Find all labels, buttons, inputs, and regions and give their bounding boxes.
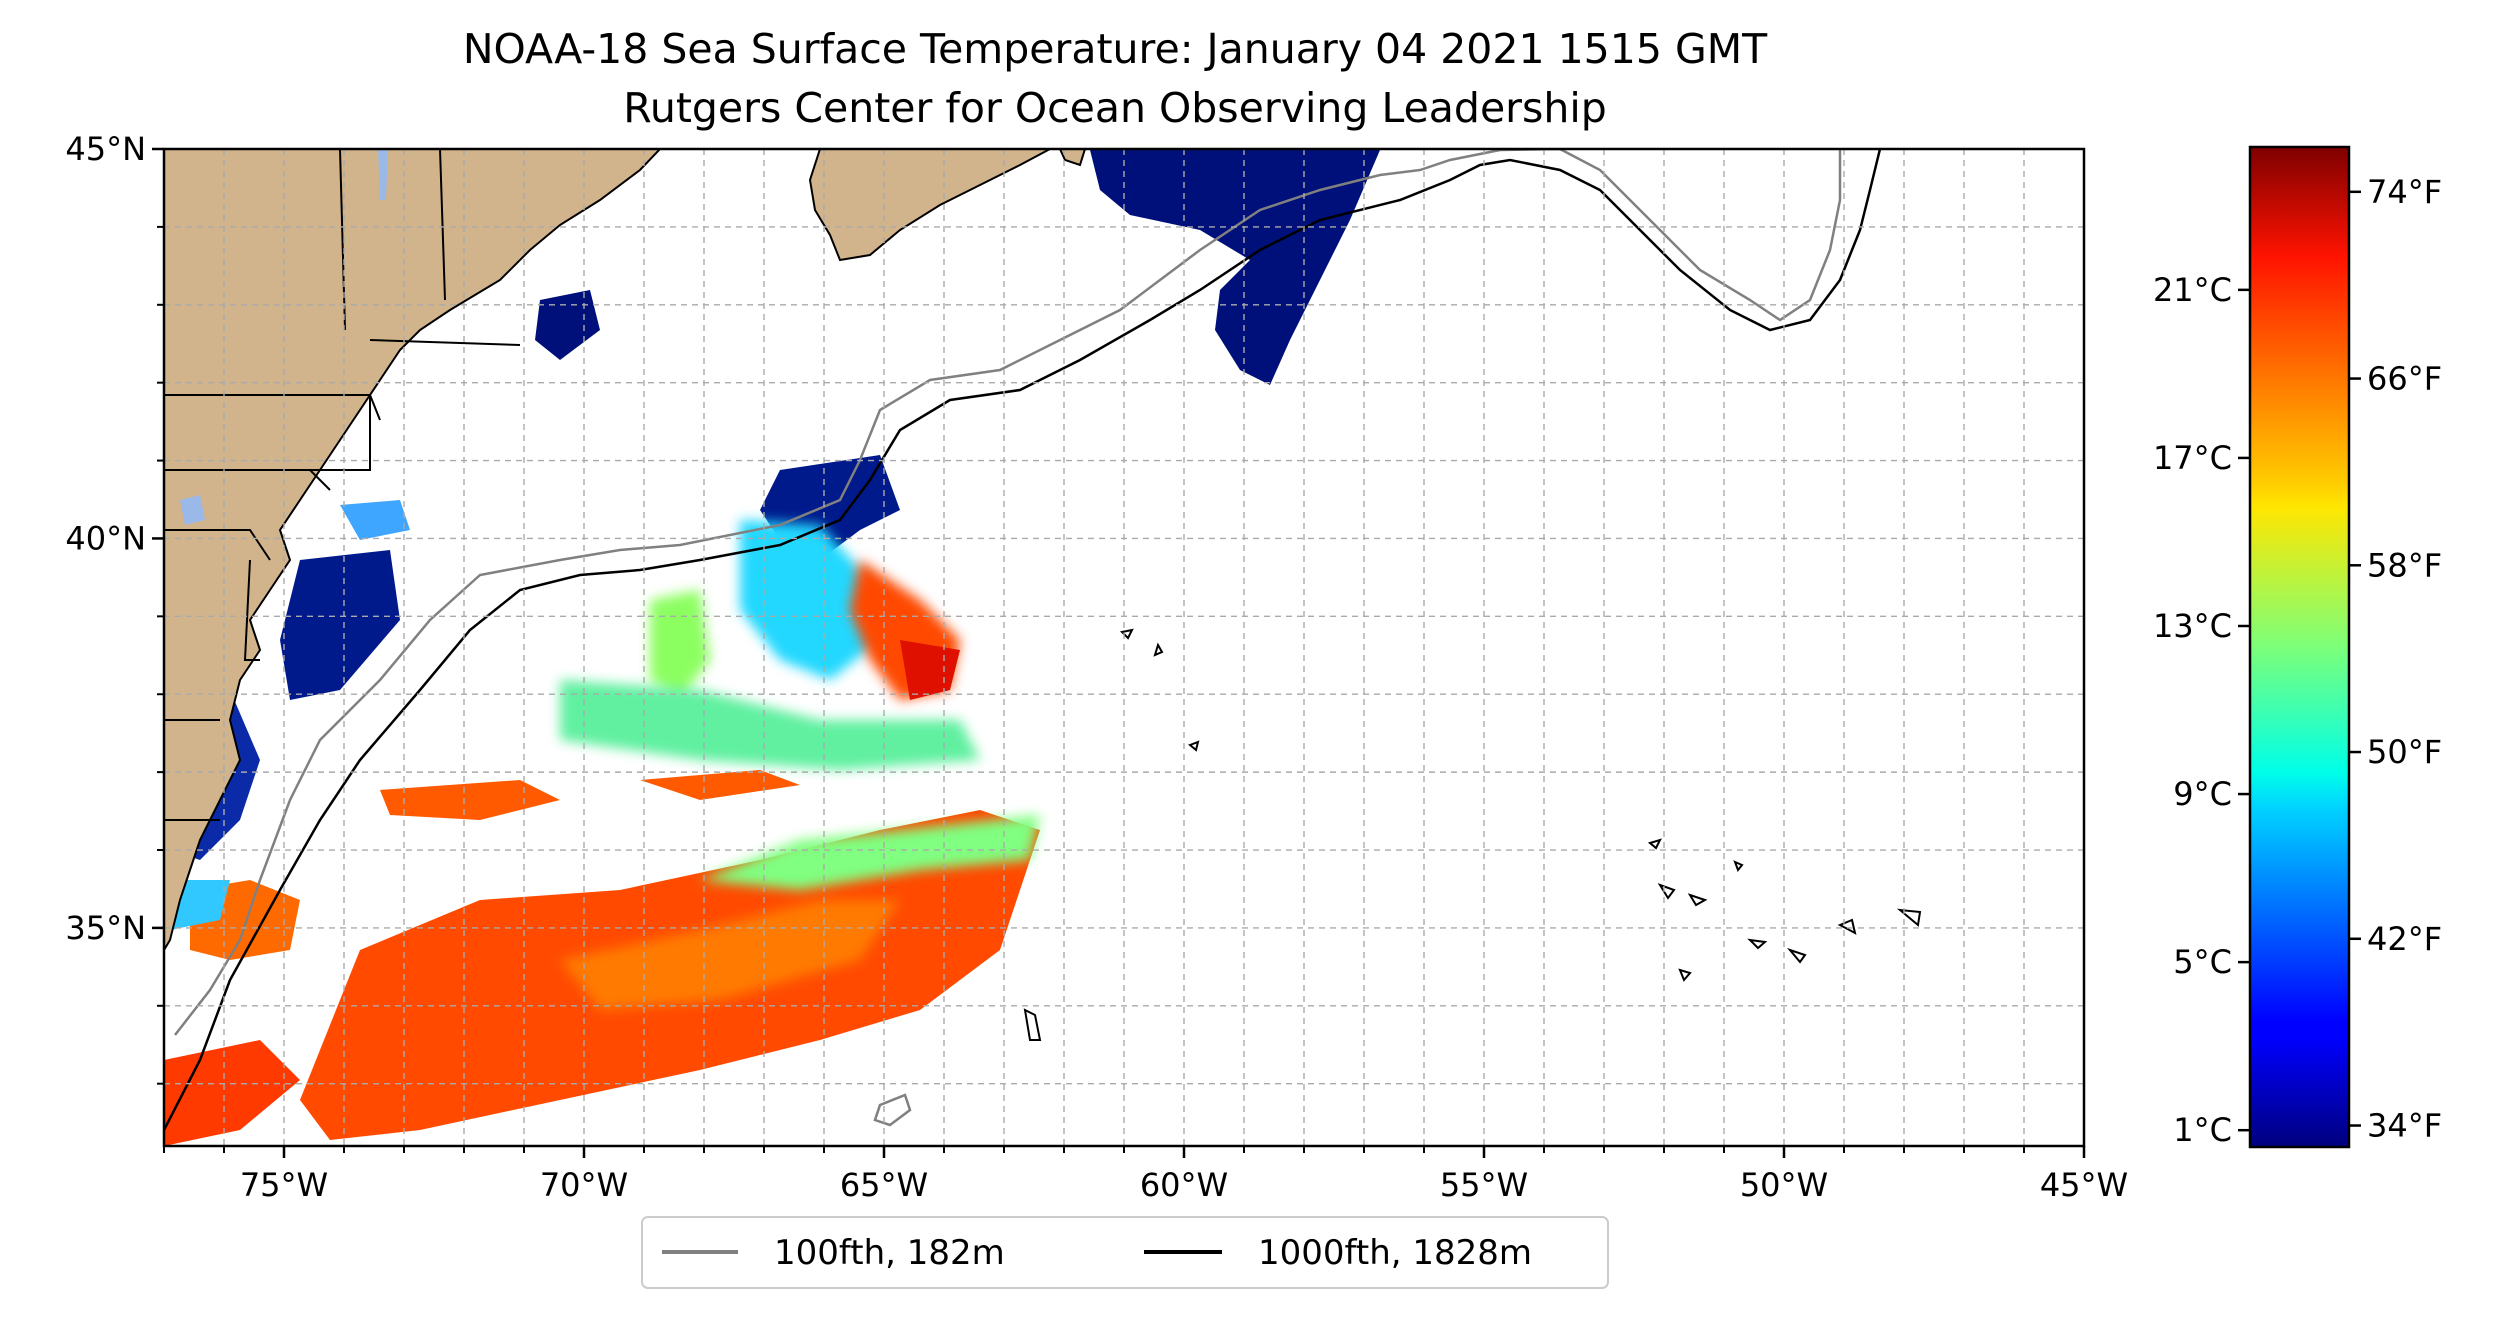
sst-patch-slope-green [650,590,710,700]
colorbar-fahrenheit-label: 50°F [2367,733,2442,771]
graticule [164,149,2084,1146]
colorbar-celsius-label: 13°C [2153,607,2232,645]
land-cape-breton [1058,149,1087,167]
legend-box [641,1216,1609,1289]
legend-label-1000fth: 1000fth, 1828m [1258,1233,1532,1273]
sst-patch-jersey-cold [280,550,400,700]
map-subtitle: Rutgers Center for Ocean Observing Leade… [623,84,1607,132]
lat-tick-label: 45°N [65,130,146,168]
lon-tick-label: 70°W [540,1166,628,1204]
lon-axis: 75°W 70°W 65°W 60°W 55°W 50°W 45°W [163,1146,2128,1204]
map-panel [164,149,2084,1146]
sst-patch-slope-cyan [740,520,880,680]
land-nova-scotia [808,149,1051,262]
map-title: NOAA-18 Sea Surface Temperature: January… [463,25,1768,73]
colorbar-fahrenheit-label: 34°F [2367,1107,2442,1145]
land-north-america [164,149,662,952]
colorbar-gradient [2248,145,2351,1149]
isobath-1000fth [164,149,1882,1131]
colorbar-fahrenheit-label: 74°F [2367,173,2442,211]
state-borders [164,149,521,821]
lake-1 [378,149,388,200]
land [164,149,1087,952]
colorbar-celsius-label: 21°C [2153,271,2232,309]
isobaths [164,149,1922,1131]
sst-patch-gulfstream-red [900,640,960,700]
sst-patch-scatter-1 [380,780,560,820]
sst-patch-nova-scotia [1090,150,1380,385]
sst-patch-shelf-lightblue [340,500,410,540]
isobath-seamounts [1023,628,1922,1041]
colorbar-fahrenheit-label: 58°F [2367,546,2442,584]
lon-tick-label: 50°W [1740,1166,1828,1204]
colorbar-fahrenheit-ticks: 34°F 42°F 50°F 58°F 66°F 74°F [2349,173,2442,1145]
colorbar-celsius-label: 1°C [2173,1111,2232,1149]
lake-2 [180,495,205,525]
colorbar-celsius-label: 17°C [2153,439,2232,477]
colorbar-celsius-label: 9°C [2173,775,2232,813]
lon-tick-label: 75°W [240,1166,328,1204]
legend: 100fth, 182m 1000fth, 1828m [641,1216,1609,1289]
sst-patch-south-green [700,815,1040,890]
colorbar-celsius-label: 5°C [2173,943,2232,981]
lon-tick-label: 65°W [840,1166,928,1204]
sst-patch-mid-mixed [560,680,980,770]
colorbar-fahrenheit-label: 66°F [2367,360,2442,398]
colorbar: 1°C 5°C 9°C 13°C 17°C 21°C 34°F 42°F 50°F 58°F 66… [2153,145,2442,1149]
colorbar-fahrenheit-label: 42°F [2367,920,2442,958]
lon-tick-label: 55°W [1440,1166,1528,1204]
lon-tick-label: 60°W [1140,1166,1228,1204]
legend-label-100fth: 100fth, 182m [774,1233,1005,1273]
lat-tick-label: 35°N [65,909,146,947]
lon-tick-label: 45°W [2040,1166,2128,1204]
isobath-100fth [174,149,1842,1036]
lat-axis: 45°N 40°N 35°N [65,130,164,1085]
sst-patch-hatteras-cyan [170,880,230,930]
isobath-bermuda [873,1093,912,1127]
colorbar-celsius-ticks: 1°C 5°C 9°C 13°C 17°C 21°C [2153,271,2250,1149]
lat-tick-label: 40°N [65,519,146,557]
sst-patch-scatter-2 [640,770,800,800]
